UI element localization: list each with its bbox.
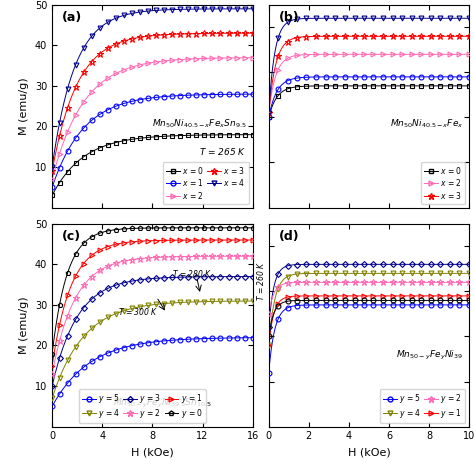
Text: $T$ = 260 K: $T$ = 260 K — [255, 260, 266, 301]
Text: Mn$_{50}$Ni$_{40.5-x}$Fe$_x$: Mn$_{50}$Ni$_{40.5-x}$Fe$_x$ — [390, 118, 463, 130]
Text: (b): (b) — [279, 11, 300, 24]
Legend: $y$ = 5, $y$ = 4, $y$ = 3, $y$ = 2, $y$ = 1, $y$ = 0: $y$ = 5, $y$ = 4, $y$ = 3, $y$ = 2, $y$ … — [79, 389, 206, 423]
Text: Mn$_{50-y}$Fe$_y$Ni$_{39.5}$Sn$_{10.5}$: Mn$_{50-y}$Fe$_y$Ni$_{39.5}$Sn$_{10.5}$ — [113, 397, 212, 410]
X-axis label: H (kOe): H (kOe) — [347, 447, 391, 457]
Text: (c): (c) — [62, 230, 82, 243]
X-axis label: H (kOe): H (kOe) — [131, 447, 174, 457]
Legend: $y$ = 5, $y$ = 4, $y$ = 2, $y$ = 1: $y$ = 5, $y$ = 4, $y$ = 2, $y$ = 1 — [380, 389, 465, 423]
Y-axis label: M (emu/g): M (emu/g) — [19, 77, 29, 135]
Text: (d): (d) — [279, 230, 300, 243]
Text: $T$ = 265 K: $T$ = 265 K — [200, 146, 246, 157]
Text: Mn$_{50-y}$Fe$_y$Ni$_{39}$: Mn$_{50-y}$Fe$_y$Ni$_{39}$ — [396, 348, 463, 362]
Y-axis label: M (emu/g): M (emu/g) — [19, 296, 29, 354]
Text: $T$ = 280 K: $T$ = 280 K — [173, 267, 213, 279]
Text: Mn$_{50}$Ni$_{40.5-x}$Fe$_x$Sn$_{9.5}$: Mn$_{50}$Ni$_{40.5-x}$Fe$_x$Sn$_{9.5}$ — [152, 118, 246, 130]
Legend: $x$ = 0, $x$ = 1, $x$ = 2, $x$ = 3, $x$ = 4: $x$ = 0, $x$ = 1, $x$ = 2, $x$ = 3, $x$ … — [163, 162, 249, 204]
Text: $T$ = 300 K: $T$ = 300 K — [118, 306, 159, 317]
Text: (a): (a) — [62, 11, 82, 24]
Legend: $x$ = 0, $x$ = 2, $x$ = 3: $x$ = 0, $x$ = 2, $x$ = 3 — [421, 162, 465, 204]
